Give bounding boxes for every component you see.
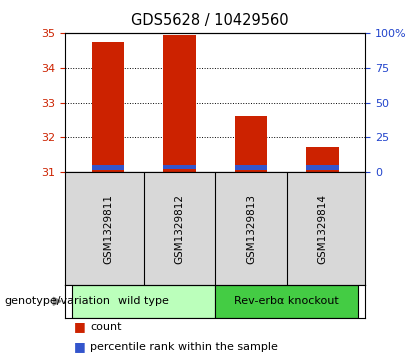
Text: percentile rank within the sample: percentile rank within the sample xyxy=(90,342,278,352)
Text: ■: ■ xyxy=(74,340,85,353)
FancyArrow shape xyxy=(53,297,61,305)
Text: GSM1329812: GSM1329812 xyxy=(174,194,184,264)
Text: GSM1329813: GSM1329813 xyxy=(246,194,256,264)
Text: Rev-erbα knockout: Rev-erbα knockout xyxy=(234,296,339,306)
Bar xyxy=(92,166,124,170)
Text: count: count xyxy=(90,322,122,332)
Bar xyxy=(307,147,339,172)
Text: GSM1329811: GSM1329811 xyxy=(103,194,113,264)
Text: ■: ■ xyxy=(74,320,85,333)
Bar xyxy=(307,166,339,170)
Bar xyxy=(215,285,358,318)
Bar xyxy=(235,166,267,170)
Text: GDS5628 / 10429560: GDS5628 / 10429560 xyxy=(131,13,289,28)
Bar xyxy=(163,36,196,172)
Text: genotype/variation: genotype/variation xyxy=(4,296,110,306)
Bar xyxy=(163,165,196,169)
Bar xyxy=(72,285,215,318)
Bar xyxy=(92,42,124,172)
Text: GSM1329814: GSM1329814 xyxy=(318,194,328,264)
Text: wild type: wild type xyxy=(118,296,169,306)
Bar xyxy=(235,116,267,172)
